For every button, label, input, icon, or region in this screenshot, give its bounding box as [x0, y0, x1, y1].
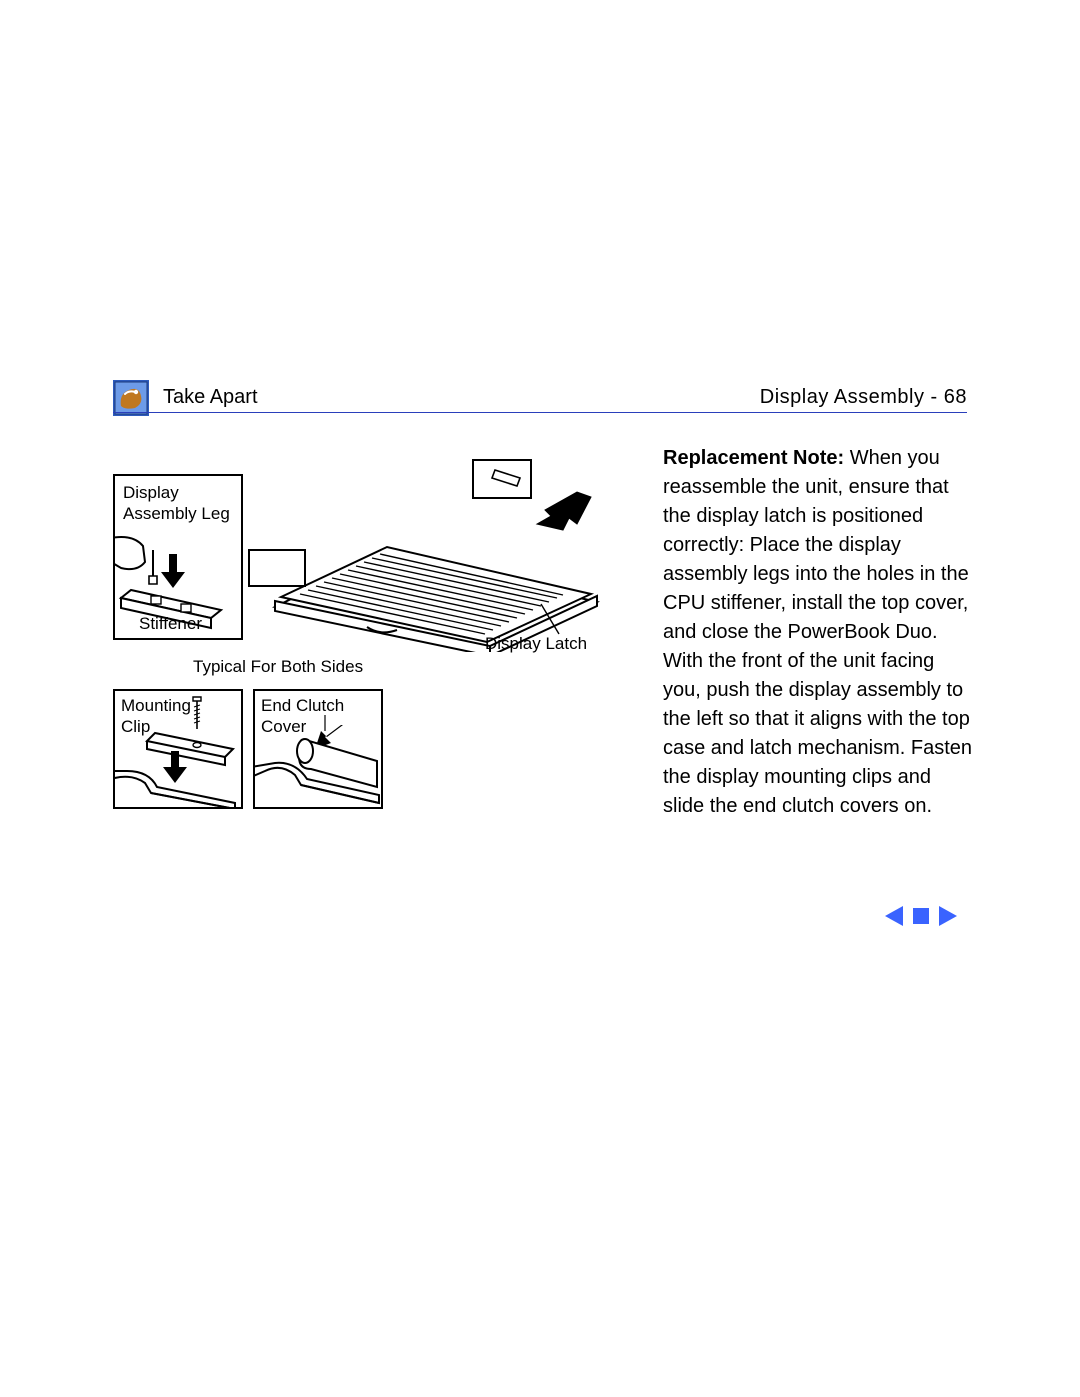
nav-stop-button[interactable]: [911, 904, 931, 928]
replacement-note: Replacement Note: When you reassemble th…: [663, 444, 973, 821]
replacement-note-body: When you reassemble the unit, ensure tha…: [663, 447, 972, 817]
detail-box-mounting-clip: Mounting Clip: [113, 689, 243, 809]
page-number: 68: [944, 386, 967, 408]
label-typical-both-sides: Typical For Both Sides: [193, 656, 363, 677]
laptop-diagram: [245, 452, 605, 652]
page-title: Display Assembly - 68: [760, 386, 967, 409]
label-stiffener: Stiffener: [139, 613, 202, 634]
replacement-note-heading: Replacement Note:: [663, 447, 844, 469]
nav-prev-button[interactable]: [883, 904, 907, 928]
header-rule: [113, 412, 967, 413]
manual-logo-icon: [113, 380, 149, 416]
section-title: Take Apart: [163, 386, 258, 409]
nav-next-button[interactable]: [935, 904, 959, 928]
detail-box-end-clutch-cover: End Clutch Cover: [253, 689, 383, 809]
page-header: Take Apart Display Assembly - 68: [113, 380, 967, 424]
label-display-latch: Display Latch: [485, 633, 587, 654]
detail-box-leg-stiffener: Display Assembly Leg: [113, 474, 243, 640]
page-title-prefix: Display Assembly -: [760, 386, 944, 408]
page-nav: [883, 904, 959, 928]
